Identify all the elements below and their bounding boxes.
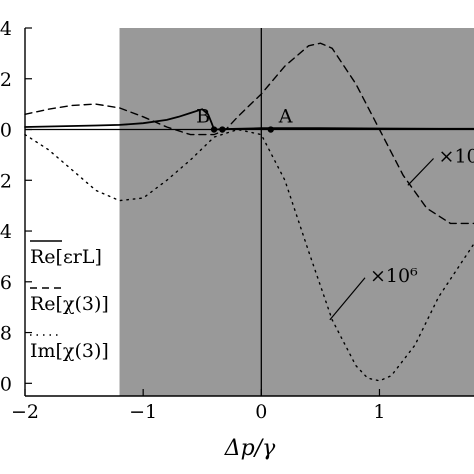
- legend: Re[εrL] Re[χ(3)] Im[χ(3)]: [30, 240, 109, 362]
- point-label-b: B: [196, 106, 210, 128]
- y-tick-label-7: .8: [0, 323, 12, 345]
- point-marker-2: [219, 126, 226, 133]
- y-tick-label-2: .2: [0, 69, 12, 91]
- legend-label-3: Im[χ(3)]: [30, 340, 109, 362]
- series-line-3: [24, 128, 474, 382]
- point-label-a: A: [278, 106, 293, 128]
- shaded-region: [119, 28, 474, 396]
- y-tick-label-6: .6: [0, 272, 12, 294]
- x-tick-label-1: −2: [11, 401, 39, 423]
- x-tick-label-4: 1: [373, 401, 385, 423]
- y-tick-label-1: .4: [0, 18, 12, 40]
- series-line-2: [24, 42, 474, 225]
- y-tick-label-8: .0: [0, 373, 12, 395]
- annotation-scale-2: ×10⁶: [439, 146, 474, 168]
- x-axis-label: Δp/γ: [224, 436, 276, 461]
- point-marker-1: [210, 126, 218, 133]
- annotation-scale-1: ×10⁶: [370, 265, 418, 287]
- axes-layer: −2 −1 0 1 .4 .2 .0 .2 .4 .6 .8 .0: [0, 18, 474, 423]
- y-tick-label-5: .4: [0, 221, 12, 243]
- series-line-1: [24, 108, 474, 131]
- y-tick-label-3: .0: [0, 120, 12, 142]
- annotation-arrow-1: [329, 277, 366, 321]
- x-tick-label-3: 0: [255, 401, 267, 423]
- shaded-region-layer: [119, 28, 474, 396]
- vertical-line-layer: [25, 28, 474, 396]
- x-tick-label-2: −1: [129, 401, 157, 423]
- annotation-arrow-2: [407, 158, 434, 186]
- annotation-layer: ×10⁶ ×10⁶: [329, 146, 474, 321]
- point-marker-3: [267, 126, 274, 133]
- legend-label-1: Re[εrL]: [30, 246, 102, 268]
- series-layer: [24, 42, 474, 382]
- legend-label-2: Re[χ(3)]: [30, 293, 109, 315]
- y-tick-label-4: .2: [0, 170, 12, 192]
